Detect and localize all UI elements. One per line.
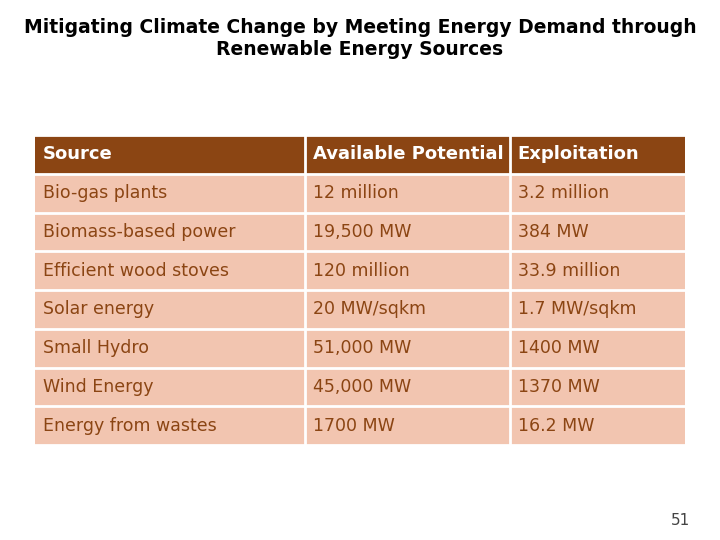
- Text: Available Potential: Available Potential: [312, 145, 503, 164]
- Bar: [510, 251, 685, 290]
- Text: Biomass-based power: Biomass-based power: [43, 223, 235, 241]
- Text: 1700 MW: 1700 MW: [312, 417, 395, 435]
- Text: Solar energy: Solar energy: [43, 300, 154, 319]
- Bar: [305, 213, 510, 251]
- Bar: [510, 329, 685, 368]
- Bar: [305, 135, 510, 174]
- Bar: [510, 174, 685, 213]
- Text: Wind Energy: Wind Energy: [43, 378, 153, 396]
- Bar: [305, 329, 510, 368]
- Text: 1370 MW: 1370 MW: [518, 378, 599, 396]
- Text: 120 million: 120 million: [312, 261, 410, 280]
- Text: 33.9 million: 33.9 million: [518, 261, 620, 280]
- Bar: [35, 368, 305, 406]
- Text: Renewable Energy Sources: Renewable Energy Sources: [217, 40, 503, 59]
- Bar: [510, 406, 685, 445]
- Text: Bio-gas plants: Bio-gas plants: [43, 184, 167, 202]
- Text: 3.2 million: 3.2 million: [518, 184, 608, 202]
- Text: 16.2 MW: 16.2 MW: [518, 417, 594, 435]
- Bar: [510, 290, 685, 329]
- Text: 12 million: 12 million: [312, 184, 398, 202]
- Text: 45,000 MW: 45,000 MW: [312, 378, 411, 396]
- Bar: [305, 251, 510, 290]
- Bar: [35, 406, 305, 445]
- Text: Source: Source: [43, 145, 113, 164]
- Bar: [35, 213, 305, 251]
- Text: 19,500 MW: 19,500 MW: [312, 223, 411, 241]
- Text: Efficient wood stoves: Efficient wood stoves: [43, 261, 229, 280]
- Bar: [35, 329, 305, 368]
- Bar: [305, 406, 510, 445]
- Text: Energy from wastes: Energy from wastes: [43, 417, 217, 435]
- Text: Small Hydro: Small Hydro: [43, 339, 149, 357]
- Bar: [35, 251, 305, 290]
- Bar: [305, 290, 510, 329]
- Bar: [510, 213, 685, 251]
- Bar: [510, 368, 685, 406]
- Text: Exploitation: Exploitation: [518, 145, 639, 164]
- Text: 384 MW: 384 MW: [518, 223, 588, 241]
- Text: 1.7 MW/sqkm: 1.7 MW/sqkm: [518, 300, 636, 319]
- Bar: [305, 174, 510, 213]
- Bar: [305, 368, 510, 406]
- Text: 20 MW/sqkm: 20 MW/sqkm: [312, 300, 426, 319]
- Text: Mitigating Climate Change by Meeting Energy Demand through: Mitigating Climate Change by Meeting Ene…: [24, 18, 696, 37]
- Bar: [35, 174, 305, 213]
- Text: 1400 MW: 1400 MW: [518, 339, 599, 357]
- Bar: [510, 135, 685, 174]
- Text: 51,000 MW: 51,000 MW: [312, 339, 411, 357]
- Bar: [35, 290, 305, 329]
- Text: 51: 51: [671, 513, 690, 528]
- Bar: [35, 135, 305, 174]
